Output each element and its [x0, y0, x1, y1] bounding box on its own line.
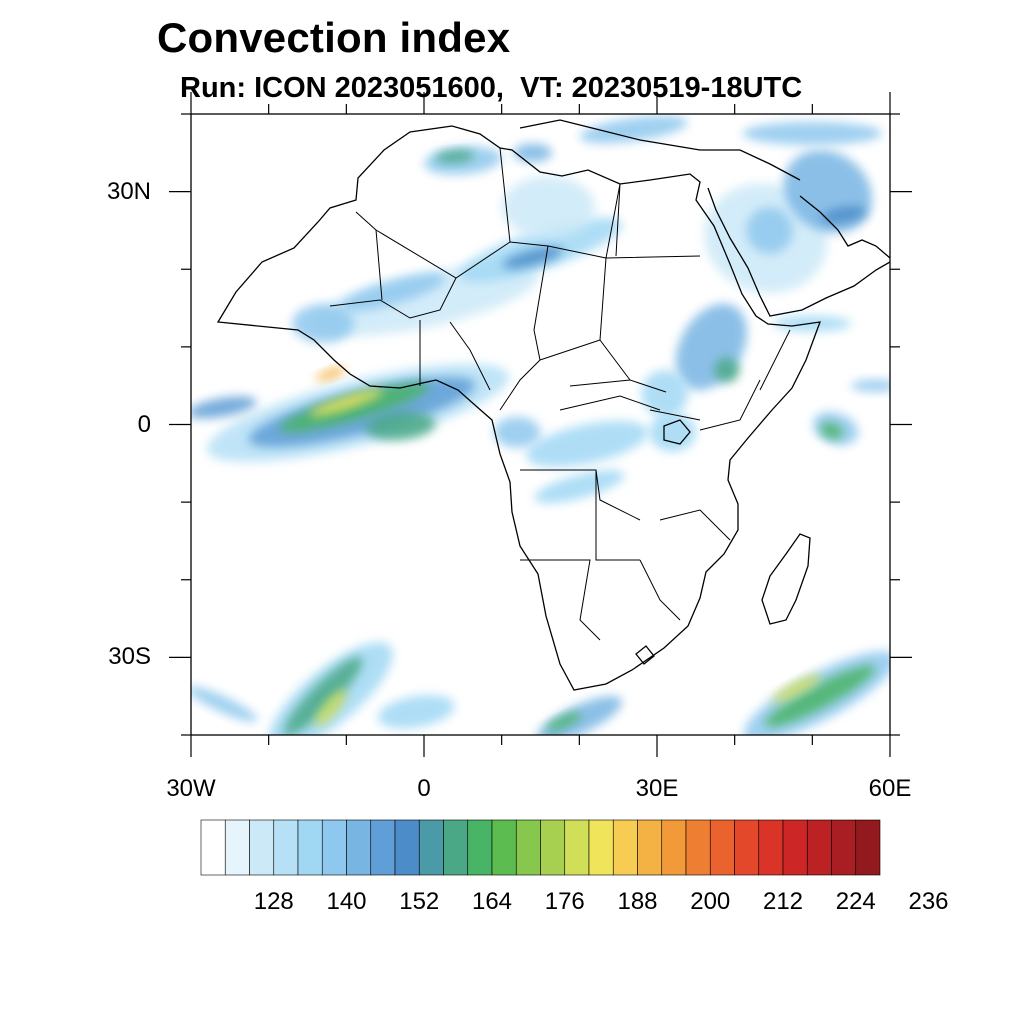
med-north-coast — [519, 119, 801, 181]
colorbar-label: 164 — [471, 888, 513, 915]
field-libya-north-haze — [501, 176, 595, 239]
lon-label-60e: 60E — [868, 775, 912, 802]
field-sahel-band-outer — [309, 264, 539, 337]
colorbar-box — [346, 819, 372, 876]
lat-label-0: 0 — [137, 410, 151, 438]
red-sea-east-coast — [707, 187, 890, 317]
lake-victoria — [663, 419, 691, 445]
field-seychelles-core — [820, 422, 844, 440]
colorbar-box — [709, 819, 735, 876]
colorbar — [200, 819, 881, 876]
field-tunisia-blob — [513, 143, 553, 163]
field-algeria-north-core — [435, 150, 475, 164]
field-south-atlantic-band-mid — [283, 656, 363, 735]
field-west-coast-senegal — [291, 304, 355, 343]
colorbar-label: 176 — [544, 888, 585, 915]
field-cameroon-blob — [493, 416, 541, 448]
colorbar-box — [297, 819, 323, 876]
field-med-east-band — [579, 115, 688, 144]
field-south-africa-south-core — [546, 712, 582, 732]
chart-title: Convection index — [157, 14, 511, 61]
colorbar-box — [612, 819, 638, 876]
field-saudi-inner — [746, 207, 793, 254]
colorbar-box — [491, 819, 517, 876]
country-borders — [329, 147, 791, 641]
colorbar-box — [394, 819, 420, 876]
lon-label-30w: 30W — [166, 775, 216, 802]
field-gulf-core — [820, 206, 867, 224]
lat-label-30n: 30N — [106, 177, 151, 205]
field-far-west-atlantic-band — [191, 396, 257, 419]
lesotho-border — [635, 645, 655, 665]
field-south-atlantic-east — [377, 695, 455, 729]
field-lake-victoria-haze — [649, 412, 696, 452]
field-south-sudan-haze — [641, 370, 689, 417]
colorbar-box — [249, 819, 275, 876]
colorbar-box — [734, 819, 760, 876]
colorbar-box — [588, 819, 614, 876]
colorbar-box — [321, 819, 347, 876]
field-gulf-guinea-blob — [365, 411, 436, 441]
field-south-atlantic-band-yellow — [314, 689, 347, 727]
field-indian-ocean-band-yellow — [772, 674, 821, 703]
colorbar-box — [224, 819, 250, 876]
colorbar-box — [637, 819, 663, 876]
colorbar-box — [467, 819, 493, 876]
colorbar-box — [370, 819, 396, 876]
colorbar-box — [855, 819, 881, 876]
colorbar-box — [443, 819, 469, 876]
africa-coastline — [216, 125, 821, 691]
field-west-africa-itcz-orange — [316, 367, 346, 381]
field-turkey-north — [742, 121, 883, 146]
field-congo-band — [526, 420, 649, 467]
field-south-atlantic-west-arc — [191, 686, 258, 722]
colorbar-box — [685, 819, 711, 876]
field-west-africa-itcz-yellow — [309, 389, 384, 417]
colorbar-label: 212 — [762, 888, 804, 915]
field-somalia-east-band — [851, 379, 890, 392]
colorbar-box — [806, 819, 832, 876]
madagascar-coastline — [761, 533, 811, 625]
field-south-africa-south-band — [536, 696, 622, 735]
colorbar-label: 128 — [253, 888, 294, 915]
field-ethiopia-core — [714, 357, 740, 383]
colorbar-box — [564, 819, 590, 876]
colorbar-box — [515, 819, 541, 876]
chart-subtitle: Run: ICON 2023051600, VT: 20230519-18UTC — [180, 72, 803, 104]
colorbar-box — [782, 819, 808, 876]
arabian-gulf-coast — [799, 195, 890, 259]
colorbar-box — [418, 819, 444, 876]
lat-label-30s: 30S — [108, 643, 151, 671]
colorbar-label: 200 — [690, 888, 731, 915]
colorbar-label: 152 — [399, 888, 440, 915]
colorbar-box — [758, 819, 784, 876]
colorbar-box — [661, 819, 687, 876]
field-angola-band — [534, 470, 625, 504]
field-indian-ocean-band-mid — [764, 665, 876, 728]
field-central-sahara-core — [502, 246, 563, 269]
colorbar-label: 140 — [326, 888, 367, 915]
axis-ticks — [169, 92, 912, 757]
convection-fields — [191, 115, 890, 735]
colorbar-box — [200, 819, 226, 876]
colorbar-box — [540, 819, 566, 876]
coastlines-borders — [216, 119, 890, 691]
lon-label-0: 0 — [417, 775, 431, 802]
colorbar-label: 236 — [908, 888, 949, 915]
colorbar-label: 224 — [835, 888, 876, 915]
colorbar-label: 188 — [617, 888, 658, 915]
colorbar-box — [273, 819, 299, 876]
field-west-africa-itcz-green — [279, 382, 429, 432]
colorbar-box — [831, 819, 857, 876]
lon-label-30e: 30E — [635, 775, 679, 802]
